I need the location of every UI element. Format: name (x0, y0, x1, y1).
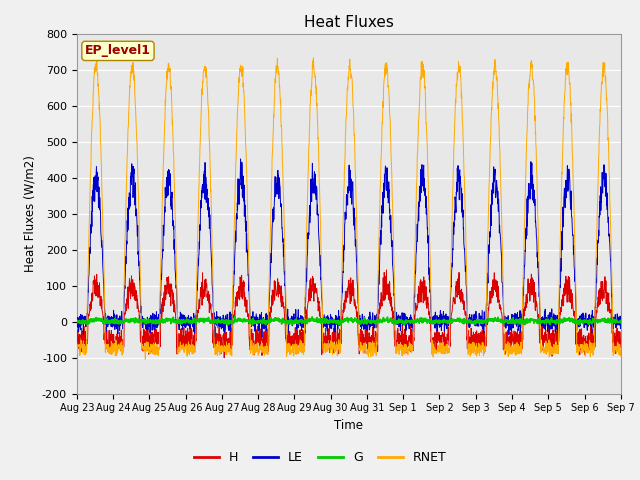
Title: Heat Fluxes: Heat Fluxes (304, 15, 394, 30)
Text: EP_level1: EP_level1 (85, 44, 151, 58)
X-axis label: Time: Time (334, 419, 364, 432)
Legend: H, LE, G, RNET: H, LE, G, RNET (189, 446, 451, 469)
Y-axis label: Heat Fluxes (W/m2): Heat Fluxes (W/m2) (24, 155, 36, 272)
